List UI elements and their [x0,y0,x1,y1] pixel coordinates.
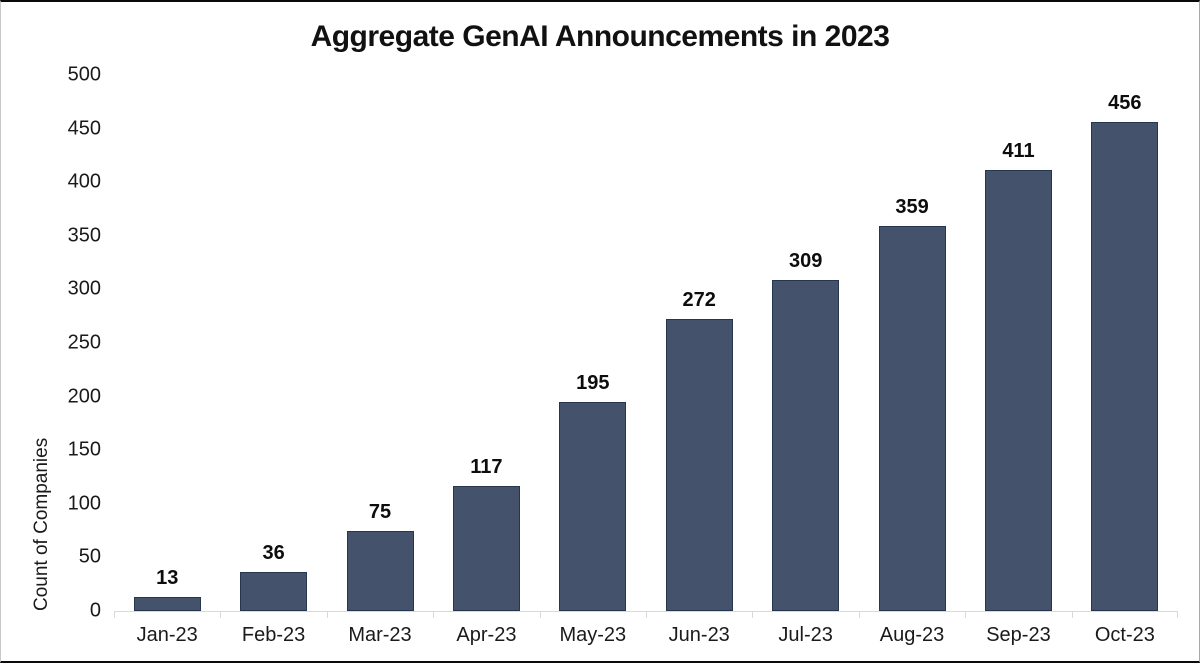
y-axis-tick-label: 100 [67,492,101,515]
plot-area: 13 36 75 117 195 272 309 359 411 456 [114,75,1178,618]
bar-value-label: 117 [470,455,503,478]
y-axis-tick-label: 50 [78,545,101,568]
x-axis-label: Jan-23 [136,624,198,646]
bar-value-label: 195 [576,371,610,394]
x-axis-label: Feb-23 [241,624,306,646]
x-axis-tick [752,611,754,618]
bar-cell-apr-23: 117 [433,75,539,611]
bar [559,401,627,611]
x-axis-tick [858,611,860,618]
bar [984,170,1052,611]
y-axis-tick-label: 500 [67,63,101,86]
x-axis-tick [646,611,647,618]
bar-cell-aug-23: 359 [859,75,965,611]
bar-cell-sep-23: 411 [965,75,1071,611]
bar-cell-jun-23: 272 [646,75,752,611]
y-axis-tick-label: 400 [67,170,101,193]
bar [878,226,946,611]
bar-value-label: 13 [156,567,179,590]
bar-value-label: 456 [1108,92,1142,115]
bar-value-label: 411 [1002,140,1035,163]
bar-cell-jul-23: 309 [752,75,858,611]
bar-cell-oct-23: 456 [1072,75,1178,611]
y-axis-tick-label: 0 [89,599,101,622]
bar [133,597,201,611]
bar [665,319,733,611]
bar [1091,122,1159,611]
x-axis-tick [539,611,541,618]
bar [452,485,520,611]
x-axis-tick [433,611,435,618]
bar [240,572,308,611]
bar [772,279,840,611]
x-axis-tick [114,611,115,618]
y-axis-tick-label: 450 [67,117,101,140]
bar-value-label: 309 [788,249,823,272]
x-axis-label: Jun-23 [668,624,730,646]
x-axis-tick [220,611,222,618]
x-axis-label: Aug-23 [879,624,945,646]
bar-value-label: 75 [368,500,392,523]
bar [346,530,414,611]
x-axis-label: May-23 [559,624,627,646]
y-axis-tick-label: 150 [67,438,101,461]
chart-title: Aggregate GenAI Announcements in 2023 [310,20,890,53]
bars-container: 13 36 75 117 195 272 309 359 411 456 [114,75,1178,611]
y-axis-tick-label: 300 [67,277,101,300]
bar-value-label: 359 [895,196,929,219]
bar-value-label: 36 [262,542,285,565]
x-axis-label: Sep-23 [986,624,1051,646]
x-axis-tick [326,611,328,618]
bar-cell-jan-23: 13 [114,75,220,611]
x-axis-labels: Jan-23 Feb-23 Mar-23 Apr-23 May-23 Jun-23 Jul-… [114,624,1178,647]
bar-cell-feb-23: 36 [220,75,326,611]
bar-cell-may-23: 195 [540,75,646,611]
x-axis-tick [1177,611,1178,618]
x-axis-label: Oct-23 [1094,624,1155,646]
x-axis-label: Mar-23 [348,624,412,646]
bar-value-label: 272 [682,289,716,312]
x-axis-tick [1071,611,1073,618]
bar-cell-mar-23: 75 [327,75,433,611]
x-axis-label: Apr-23 [456,624,517,646]
y-axis-tick-label: 200 [67,385,101,408]
y-axis: 0 50 100 150 200 250 300 350 400 450 500 [1,64,101,622]
y-axis-tick-label: 350 [67,224,101,247]
x-axis-tick [965,611,967,618]
x-axis-label: Jul-23 [778,624,833,646]
y-axis-tick-label: 250 [67,331,101,354]
